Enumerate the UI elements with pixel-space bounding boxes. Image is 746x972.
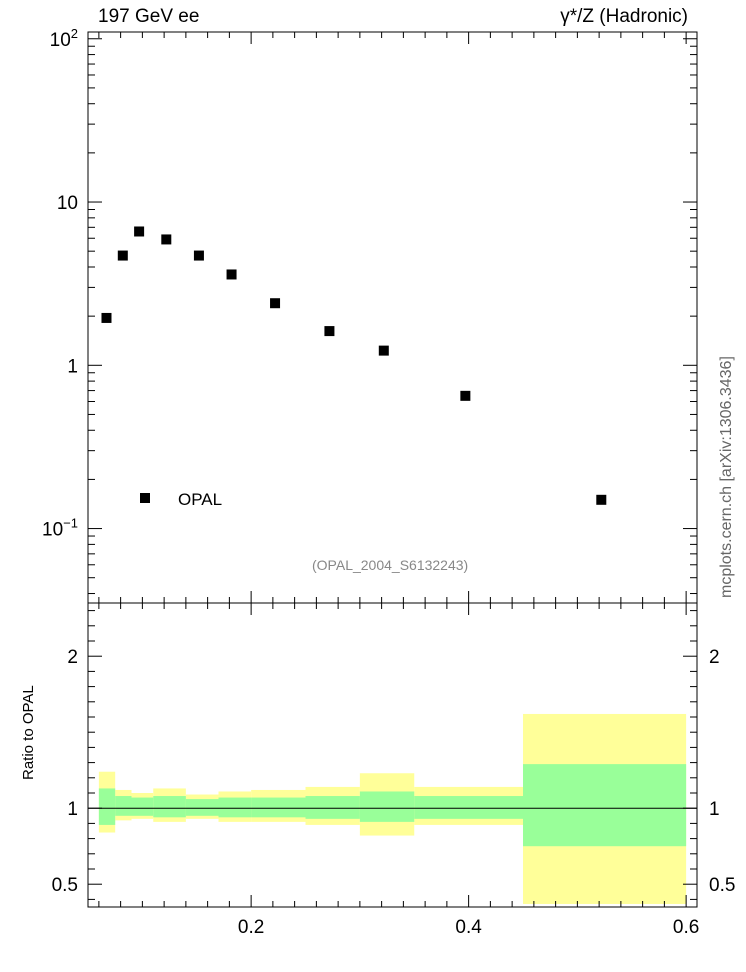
data-point <box>226 269 237 280</box>
ratio-y-tick-label-right: 1 <box>709 799 720 820</box>
data-point <box>101 312 112 323</box>
stat-uncertainty-band <box>115 796 132 816</box>
stat-uncertainty-band <box>359 791 415 822</box>
stat-uncertainty-band <box>523 764 687 847</box>
stat-uncertainty-band <box>153 796 186 818</box>
y-tick-label: 102 <box>50 26 78 51</box>
ratio-y-tick-label: 0.5 <box>52 875 78 896</box>
stat-uncertainty-band <box>131 797 154 816</box>
x-tick-label: 0.6 <box>673 917 699 938</box>
stat-uncertainty-band <box>185 799 219 816</box>
stat-uncertainty-band <box>305 796 360 819</box>
process-label: γ*/Z (Hadronic) <box>560 6 688 27</box>
data-point <box>596 494 607 505</box>
ratio-y-axis-label: Ratio to OPAL <box>20 685 37 780</box>
ratio-y-tick-label: 2 <box>67 647 78 668</box>
y-tick-label: 10 <box>57 193 78 214</box>
ratio-y-tick-label-right: 2 <box>709 647 720 668</box>
data-point <box>460 390 471 401</box>
main-plot-frame <box>87 31 698 604</box>
ratio-plot-frame <box>87 602 698 908</box>
ratio-y-tick-label: 1 <box>67 799 78 820</box>
stat-uncertainty-band <box>98 788 116 825</box>
data-point <box>193 250 204 261</box>
y-tick-label: 10−1 <box>42 516 78 541</box>
data-point <box>378 345 389 356</box>
stat-uncertainty-band <box>218 797 252 818</box>
legend-label-opal: OPAL <box>178 490 223 509</box>
x-tick-label: 0.4 <box>455 917 482 938</box>
x-tick-label: 0.2 <box>238 917 264 938</box>
data-point <box>270 298 281 309</box>
legend-marker-opal <box>140 493 150 503</box>
data-point <box>117 250 128 261</box>
y-tick-label: 1 <box>67 356 78 377</box>
source-credit: mcplots.cern.ch [arXiv:1306.3436] <box>718 356 735 598</box>
stat-uncertainty-band <box>251 797 306 818</box>
energy-label: 197 GeV ee <box>98 6 200 27</box>
data-point <box>324 326 335 337</box>
analysis-id: (OPAL_2004_S6132243) <box>312 557 469 573</box>
data-point <box>161 234 172 245</box>
data-point <box>134 226 145 237</box>
stat-uncertainty-band <box>414 796 523 819</box>
ratio-y-tick-label-right: 0.5 <box>709 875 735 896</box>
